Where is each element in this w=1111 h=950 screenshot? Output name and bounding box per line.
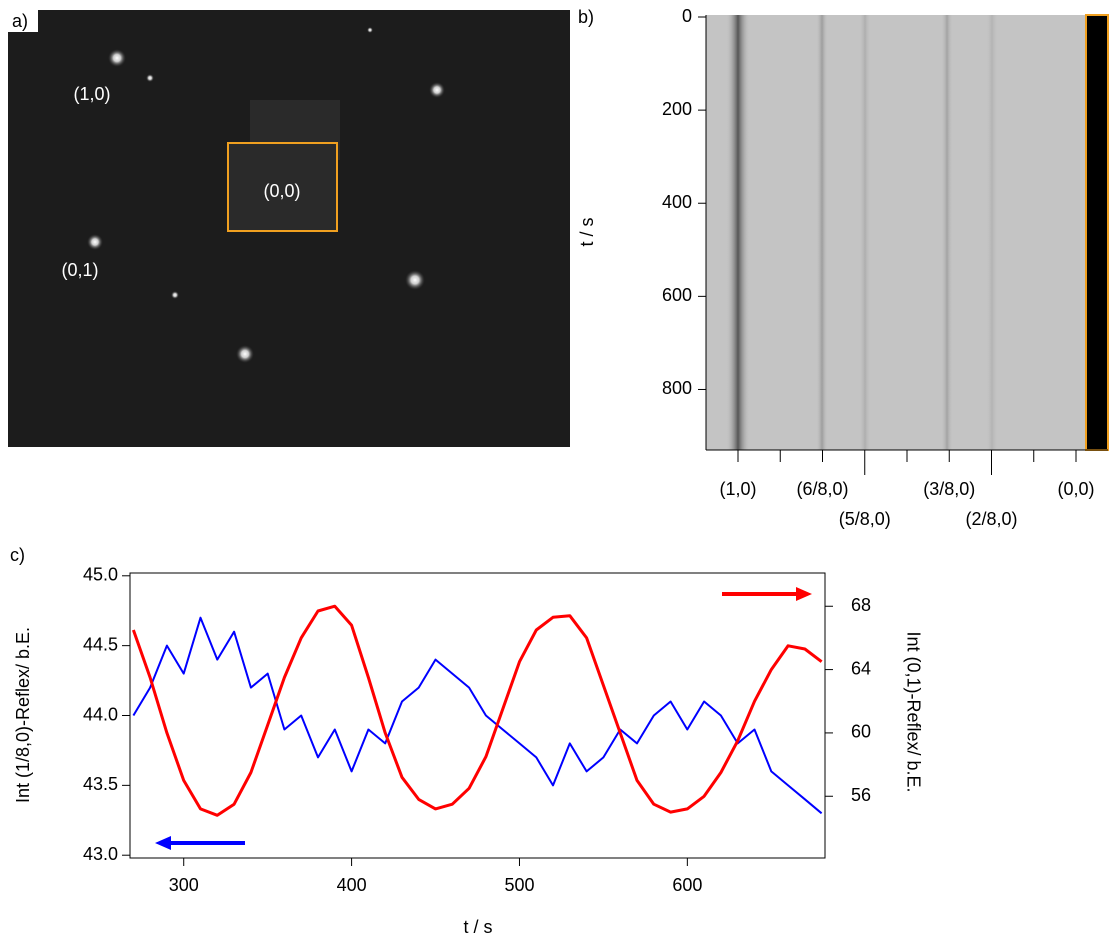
y-tick-label: 45.0 (83, 565, 118, 585)
x-tick-label: 400 (337, 875, 367, 895)
y-tick-label: 600 (662, 285, 692, 305)
x-tick-label: (5/8,0) (839, 509, 891, 529)
arrow-head (155, 836, 171, 850)
panel-label: c) (10, 545, 25, 565)
spot-label: (0,1) (61, 260, 98, 280)
x-tick-label: (1,0) (719, 479, 756, 499)
roi-column (1085, 14, 1109, 451)
y-axis-label: t / s (577, 217, 597, 246)
spot-label: (0,0) (263, 181, 300, 201)
y-tick-label: 44.0 (83, 704, 118, 724)
streaks (726, 15, 998, 450)
line-series (132, 616, 823, 815)
spot-label: (1,0) (73, 84, 110, 104)
y-tick-label: 43.0 (83, 844, 118, 864)
x-axis-label: t / s (463, 917, 492, 937)
panel-label-bg (8, 10, 38, 32)
kymograph (706, 15, 1108, 450)
spots (87, 27, 445, 363)
panel-label: b) (578, 7, 594, 27)
y2-tick-label: 64 (851, 658, 871, 678)
y-axis-label: Int (1/8,0)-Reflex/ b.E. (13, 627, 33, 803)
arrow-head (796, 587, 812, 601)
y2-axis-label: Int (0,1)-Reflex/ b.E. (903, 631, 923, 792)
x-tick-label: (3/8,0) (923, 479, 975, 499)
x-tick-label: 300 (169, 875, 199, 895)
y-tick-label: 200 (662, 99, 692, 119)
y2-tick-label: 60 (851, 722, 871, 742)
x-tick-label: 600 (672, 875, 702, 895)
panel-label: a) (12, 11, 28, 31)
y-tick-label: 0 (682, 6, 692, 26)
x-tick-label: 500 (504, 875, 534, 895)
line-series (131, 604, 823, 817)
roi-box (227, 142, 338, 232)
y2-tick-label: 68 (851, 595, 871, 615)
x-tick-label: (6/8,0) (796, 479, 848, 499)
y-tick-label: 44.5 (83, 634, 118, 654)
y-tick-label: 400 (662, 192, 692, 212)
y-tick-label: 43.5 (83, 774, 118, 794)
y-tick-label: 800 (662, 378, 692, 398)
x-tick-label: (2/8,0) (965, 509, 1017, 529)
x-tick-label: (0,0) (1057, 479, 1094, 499)
y2-tick-label: 56 (851, 785, 871, 805)
